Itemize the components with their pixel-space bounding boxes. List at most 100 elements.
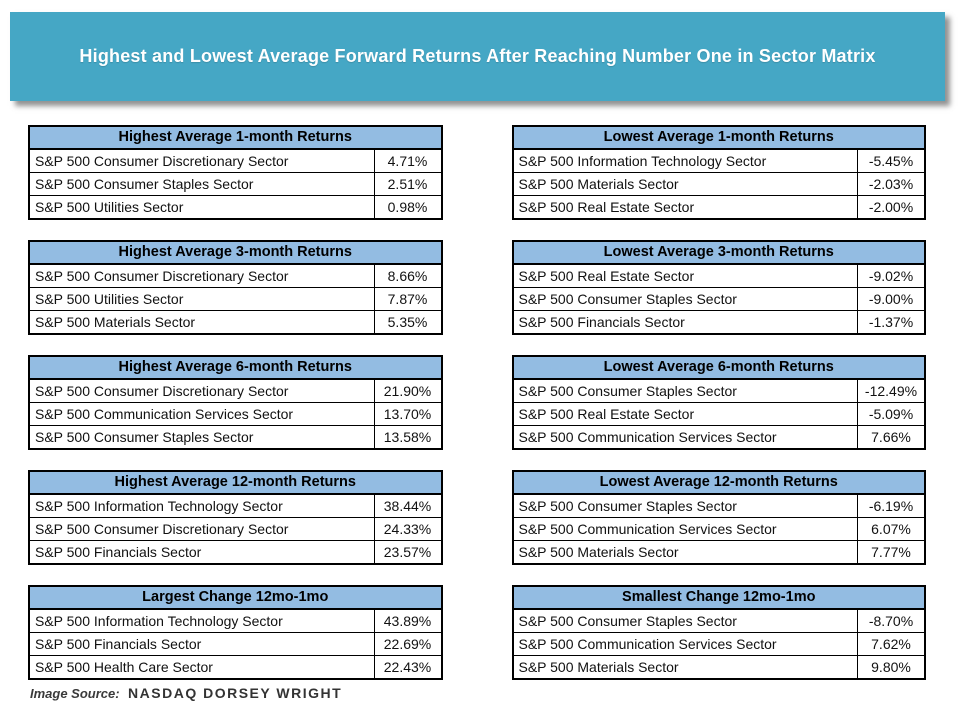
return-value: -12.49% — [857, 380, 924, 402]
return-value: 13.58% — [373, 426, 441, 448]
return-value: 43.89% — [373, 610, 441, 632]
return-value: 0.98% — [373, 196, 441, 218]
page-title: Highest and Lowest Average Forward Retur… — [79, 46, 876, 66]
return-value: 5.35% — [373, 311, 441, 333]
sector-name: S&P 500 Consumer Staples Sector — [518, 291, 737, 307]
return-value: -2.00% — [857, 196, 924, 218]
sector-name: S&P 500 Utilities Sector — [35, 199, 184, 215]
table-row: S&P 500 Materials Sector -2.03% — [513, 172, 924, 195]
sector-name: S&P 500 Communication Services Sector — [518, 521, 777, 537]
return-value: -5.45% — [857, 150, 924, 172]
sector-name: S&P 500 Consumer Discretionary Sector — [35, 268, 289, 284]
return-value: 2.51% — [373, 173, 441, 195]
table-highest-12-month: Highest Average 12-month Returns S&P 500… — [28, 470, 443, 565]
table-title: Highest Average 6-month Returns — [30, 357, 441, 380]
table-highest-3-month: Highest Average 3-month Returns S&P 500 … — [28, 240, 443, 335]
return-value: -8.70% — [857, 610, 924, 632]
table-title: Lowest Average 3-month Returns — [513, 242, 924, 265]
table-row: S&P 500 Materials Sector 7.77% — [513, 540, 924, 563]
table-row: S&P 500 Information Technology Sector 38… — [30, 495, 441, 517]
table-title: Lowest Average 12-month Returns — [513, 472, 924, 495]
tables-grid: Highest Average 1-month Returns S&P 500 … — [28, 125, 926, 680]
table-lowest-12-month: Lowest Average 12-month Returns S&P 500 … — [511, 470, 926, 565]
return-value: -9.02% — [857, 265, 924, 287]
return-value: 8.66% — [373, 265, 441, 287]
sector-name: S&P 500 Utilities Sector — [35, 291, 184, 307]
table-title: Highest Average 1-month Returns — [30, 127, 441, 150]
sector-name: S&P 500 Consumer Staples Sector — [518, 383, 737, 399]
table-row: S&P 500 Communication Services Sector 13… — [30, 402, 441, 425]
table-title: Lowest Average 6-month Returns — [513, 357, 924, 380]
sector-name: S&P 500 Information Technology Sector — [518, 153, 767, 169]
return-value: -5.09% — [857, 403, 924, 425]
table-row: S&P 500 Information Technology Sector -5… — [514, 150, 925, 172]
table-title: Highest Average 3-month Returns — [30, 242, 441, 265]
sector-name: S&P 500 Communication Services Sector — [518, 636, 777, 652]
table-row: S&P 500 Communication Services Sector 6.… — [513, 517, 924, 540]
sector-name: S&P 500 Information Technology Sector — [35, 613, 283, 629]
sector-name: S&P 500 Materials Sector — [518, 544, 679, 560]
return-value: -9.00% — [857, 288, 924, 310]
return-value: 13.70% — [373, 403, 441, 425]
image-source-name: NASDAQ DORSEY WRIGHT — [128, 685, 343, 701]
table-row: S&P 500 Consumer Discretionary Sector 4.… — [30, 150, 441, 172]
table-lowest-1-month: Lowest Average 1-month Returns S&P 500 I… — [511, 125, 926, 220]
table-row: S&P 500 Financials Sector 22.69% — [30, 632, 441, 655]
sector-name: S&P 500 Consumer Staples Sector — [518, 613, 737, 629]
sector-name: S&P 500 Communication Services Sector — [35, 406, 294, 422]
table-row: S&P 500 Communication Services Sector 7.… — [513, 632, 924, 655]
table-row: S&P 500 Health Care Sector 22.43% — [30, 655, 441, 678]
sector-name: S&P 500 Consumer Staples Sector — [518, 498, 737, 514]
sector-name: S&P 500 Materials Sector — [518, 659, 679, 675]
table-row: S&P 500 Real Estate Sector -5.09% — [513, 402, 924, 425]
table-title: Lowest Average 1-month Returns — [513, 127, 924, 150]
return-value: 7.87% — [373, 288, 441, 310]
table-lowest-3-month: Lowest Average 3-month Returns S&P 500 R… — [511, 240, 926, 335]
sector-name: S&P 500 Materials Sector — [518, 176, 679, 192]
return-value: 7.62% — [857, 633, 924, 655]
table-title: Highest Average 12-month Returns — [30, 472, 441, 495]
table-row: S&P 500 Consumer Staples Sector -6.19% — [514, 495, 925, 517]
sector-name: S&P 500 Information Technology Sector — [35, 498, 283, 514]
sector-name: S&P 500 Materials Sector — [35, 314, 196, 330]
sector-name: S&P 500 Financials Sector — [35, 544, 202, 560]
return-value: 24.33% — [373, 518, 441, 540]
table-largest-change: Largest Change 12mo-1mo S&P 500 Informat… — [28, 585, 443, 680]
table-lowest-6-month: Lowest Average 6-month Returns S&P 500 C… — [511, 355, 926, 450]
return-value: 7.66% — [857, 426, 924, 448]
return-value: 21.90% — [373, 380, 441, 402]
table-row: S&P 500 Consumer Discretionary Sector 24… — [30, 517, 441, 540]
title-banner: Highest and Lowest Average Forward Retur… — [10, 12, 945, 101]
table-row: S&P 500 Consumer Staples Sector 13.58% — [30, 425, 441, 448]
table-highest-6-month: Highest Average 6-month Returns S&P 500 … — [28, 355, 443, 450]
table-smallest-change: Smallest Change 12mo-1mo S&P 500 Consume… — [511, 585, 926, 680]
sector-name: S&P 500 Consumer Staples Sector — [35, 429, 254, 445]
return-value: -2.03% — [857, 173, 924, 195]
sector-name: S&P 500 Communication Services Sector — [518, 429, 777, 445]
sector-name: S&P 500 Financials Sector — [35, 636, 202, 652]
table-row: S&P 500 Materials Sector 9.80% — [513, 655, 924, 678]
table-row: S&P 500 Utilities Sector 7.87% — [30, 287, 441, 310]
table-row: S&P 500 Real Estate Sector -9.02% — [514, 265, 925, 287]
return-value: 4.71% — [373, 150, 441, 172]
table-row: S&P 500 Consumer Staples Sector -9.00% — [513, 287, 924, 310]
return-value: 9.80% — [857, 656, 924, 678]
table-highest-1-month: Highest Average 1-month Returns S&P 500 … — [28, 125, 443, 220]
return-value: 38.44% — [373, 495, 441, 517]
table-row: S&P 500 Materials Sector 5.35% — [30, 310, 441, 333]
image-source: Image Source: NASDAQ DORSEY WRIGHT — [30, 685, 342, 703]
table-row: S&P 500 Consumer Staples Sector -8.70% — [514, 610, 925, 632]
sector-name: S&P 500 Real Estate Sector — [518, 199, 695, 215]
return-value: 7.77% — [857, 541, 924, 563]
table-row: S&P 500 Communication Services Sector 7.… — [513, 425, 924, 448]
table-row: S&P 500 Real Estate Sector -2.00% — [513, 195, 924, 218]
table-title: Largest Change 12mo-1mo — [30, 587, 441, 610]
return-value: 23.57% — [373, 541, 441, 563]
image-source-label: Image Source: — [30, 686, 120, 701]
sector-name: S&P 500 Consumer Staples Sector — [35, 176, 254, 192]
return-value: 22.69% — [373, 633, 441, 655]
return-value: -1.37% — [857, 311, 924, 333]
table-row: S&P 500 Utilities Sector 0.98% — [30, 195, 441, 218]
sector-name: S&P 500 Consumer Discretionary Sector — [35, 521, 289, 537]
